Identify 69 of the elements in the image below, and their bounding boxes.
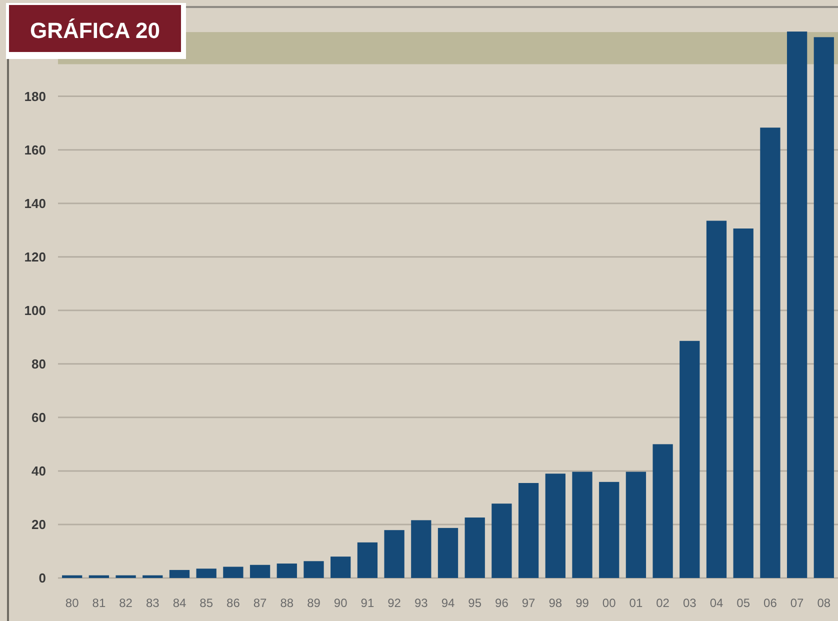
x-tick-label: 82 (119, 596, 133, 610)
bar (169, 570, 190, 578)
y-tick-label: 140 (24, 196, 46, 211)
bar (706, 220, 727, 578)
bar (438, 528, 458, 578)
y-tick-label: 120 (24, 249, 46, 264)
x-tick-label: 89 (307, 596, 321, 610)
y-tick-label: 60 (32, 410, 46, 425)
bar (464, 518, 485, 578)
bar (223, 566, 244, 578)
y-tick-label: 40 (32, 464, 46, 479)
bar (276, 564, 297, 578)
bar (196, 568, 216, 578)
bar (330, 556, 351, 578)
bar (62, 575, 82, 578)
bar (411, 520, 432, 578)
bar (545, 474, 566, 578)
x-tick-label: 00 (602, 596, 616, 610)
x-tick-label: 05 (736, 596, 750, 610)
text: GRÁFICA 20 (30, 18, 160, 43)
x-tick-label: 02 (656, 596, 670, 610)
x-tick-label: 91 (360, 596, 374, 610)
x-tick-label: 92 (388, 596, 402, 610)
bar (357, 542, 378, 578)
x-tick-label: 08 (817, 596, 831, 610)
x-tick-label: 99 (576, 596, 590, 610)
y-tick-label: 0 (38, 570, 46, 586)
bar (760, 128, 780, 578)
bar (626, 472, 646, 578)
x-tick-label: 93 (414, 596, 428, 610)
x-tick-label: 06 (764, 596, 778, 610)
x-tick-label: 01 (629, 596, 643, 610)
x-tick-label: 84 (172, 596, 186, 610)
x-tick-label: 04 (710, 596, 724, 610)
x-tick-label: 97 (522, 596, 536, 610)
y-tick-label: 80 (32, 356, 46, 372)
x-tick-label: 81 (92, 596, 106, 610)
x-tick-label: 80 (65, 596, 80, 610)
bar (733, 228, 754, 578)
x-tick-label: 03 (682, 596, 697, 610)
x-tick-label: 07 (790, 596, 804, 610)
x-tick-label: 95 (468, 596, 482, 610)
bar (384, 530, 404, 578)
bar (88, 575, 110, 578)
y-tick-label: 180 (24, 88, 46, 104)
x-tick-label: 87 (253, 596, 268, 610)
x-tick-label: 90 (334, 596, 348, 610)
x-tick-label: 94 (441, 596, 455, 610)
x-tick-label: 85 (200, 596, 214, 610)
y-tick-label: 160 (24, 142, 46, 158)
bar (518, 483, 539, 578)
bar (250, 564, 270, 578)
bar (786, 32, 808, 578)
bar (116, 575, 136, 578)
x-tick-label: 83 (146, 596, 160, 610)
x-tick-label: 86 (226, 596, 240, 610)
y-tick-label: 20 (32, 517, 46, 532)
bar (492, 504, 512, 578)
bar (142, 575, 163, 578)
bar (572, 472, 592, 578)
bar (814, 37, 834, 578)
bar (304, 561, 324, 578)
x-tick-label: 98 (548, 596, 562, 610)
y-tick-label: 100 (24, 302, 46, 318)
bar (652, 444, 673, 578)
bar (680, 340, 700, 578)
x-tick-label: 96 (495, 596, 509, 610)
x-tick-label: 88 (280, 596, 294, 610)
bar (599, 482, 620, 578)
